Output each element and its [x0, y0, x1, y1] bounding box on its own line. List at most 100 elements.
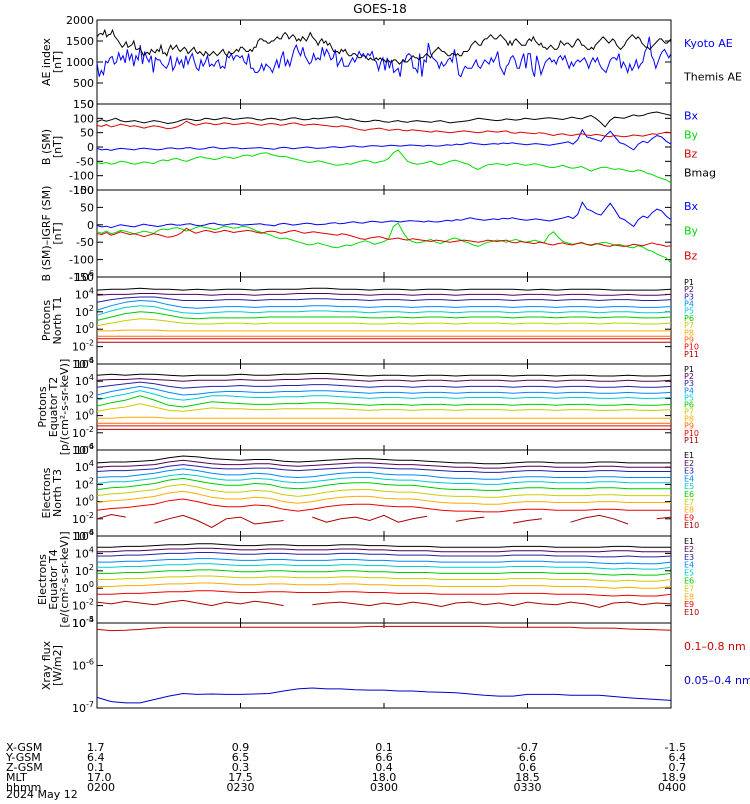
legend-label: E1 — [684, 537, 694, 546]
y-axis-title: Equator T4 — [47, 549, 60, 609]
ephemeris-row-label: Y-GSM — [5, 751, 41, 764]
y-tick-label: 104 — [75, 286, 94, 301]
legend-label: Kyoto AE — [684, 37, 733, 50]
ephemeris-value: 18.5 — [515, 771, 540, 784]
ephemeris-value: 0.1 — [87, 761, 105, 774]
y-tick-label: 10-4 — [72, 528, 94, 543]
series-line-e7 — [96, 483, 671, 498]
ephemeris-row-label: hhmm — [6, 781, 41, 794]
legend-label: P1 — [684, 365, 694, 374]
y-axis-title: Electrons — [36, 554, 49, 605]
ephemeris-value: 0.7 — [669, 761, 687, 774]
ephemeris-value: 0400 — [658, 781, 686, 794]
y-tick-label: 100 — [75, 494, 94, 509]
series-line-e8 — [97, 582, 672, 589]
legend-label: P2 — [684, 372, 694, 381]
legend-label: E9 — [684, 513, 694, 522]
legend-label: Bx — [684, 109, 699, 122]
series-line-e9 — [97, 590, 672, 597]
series-line-p8 — [97, 329, 671, 332]
legend-label: P6 — [684, 400, 694, 409]
y-tick-label: 2000 — [66, 14, 94, 27]
series-line-e5 — [97, 563, 672, 570]
y-tick-label: 104 — [75, 373, 94, 388]
series-line-p4 — [96, 299, 672, 311]
legend-label: P5 — [684, 307, 694, 316]
y-tick-label: 10-4 — [72, 356, 94, 371]
ephemeris-value: 0300 — [370, 781, 398, 794]
y-tick-label: 10-2 — [72, 598, 94, 613]
legend-label: E3 — [684, 467, 694, 476]
panel-8: 10-7 10-6 10-5 Xray flux[W/m2] 0.1–0.8 nm 0.0… — [40, 615, 750, 715]
legend-label: P5 — [684, 393, 694, 402]
y-tick-label: 10-4 — [72, 615, 94, 630]
legend-label: P7 — [684, 321, 694, 330]
y-tick-label: 0 — [87, 98, 94, 111]
y-tick-label: 10-5 — [72, 615, 94, 630]
legend-label: P3 — [684, 379, 694, 388]
ephemeris-value: 1.7 — [87, 741, 105, 754]
legend-label: E5 — [684, 482, 694, 491]
ephemeris-table: X-GSMY-GSMZ-GSMMLThhmm1.76.40.117.002000… — [5, 741, 686, 794]
legend-label: By — [684, 128, 699, 141]
y-tick-label: 500 — [73, 77, 94, 90]
series-line-p2 — [96, 293, 672, 296]
ephemeris-value: 0200 — [87, 781, 115, 794]
legend-label: Bz — [684, 148, 698, 161]
series-line-p1 — [96, 373, 672, 377]
series-line-p1 — [96, 287, 672, 291]
y-tick-label: 10-2 — [72, 425, 94, 440]
series-line-e10 — [96, 599, 672, 608]
y-tick-label: -150 — [69, 184, 94, 197]
legend-label: E4 — [684, 561, 694, 570]
series-line-e3 — [96, 464, 671, 473]
y-tick-label: 100 — [73, 184, 94, 197]
panel-3: -150 -100 -50 0 50 100 B (SM)–IGRF (SM)[nT] Bx B… — [40, 184, 699, 284]
y-tick-label: 10-2 — [72, 339, 94, 354]
series-line-bx — [96, 201, 672, 229]
series-line-bx — [96, 128, 672, 151]
legend-label: P4 — [684, 300, 694, 309]
series-line-kyoto-ae — [96, 36, 672, 78]
legend-label: Bx — [684, 200, 699, 213]
y-axis-title: Protons — [40, 300, 53, 341]
legend-label: P10 — [684, 429, 699, 438]
y-tick-label: 10-7 — [72, 700, 94, 715]
legend-label: E1 — [684, 451, 694, 460]
legend-label: 0.05–0.4 nm — [684, 674, 750, 687]
series-line-0-05-0-4-nm — [96, 687, 672, 704]
series-line-bz — [96, 120, 672, 138]
ephemeris-value: 0.1 — [375, 741, 393, 754]
ephemeris-value: 0.3 — [232, 761, 250, 774]
ephemeris-value: -0.7 — [517, 741, 538, 754]
series-line-themis-ae — [96, 28, 672, 65]
panel-1: 0 500 1000 1500 2000 AE index[nT] Kyoto AE Them… — [40, 14, 742, 111]
date-label: 2024 May 12 — [6, 788, 78, 800]
legend-label: P7 — [684, 408, 694, 417]
ephemeris-value: 6.6 — [519, 751, 537, 764]
y-tick-label: -50 — [76, 155, 94, 168]
y-tick-label: 106 — [75, 269, 94, 284]
legend-label: P3 — [684, 292, 694, 301]
ephemeris-value: 17.0 — [87, 771, 112, 784]
legend-label: E7 — [684, 584, 694, 593]
y-axis-title: [nT] — [51, 51, 64, 73]
legend-label: E2 — [684, 545, 694, 554]
y-axis-title: Xray flux — [40, 640, 53, 690]
series-line-p7 — [96, 318, 672, 327]
y-tick-label: 106 — [75, 356, 94, 371]
y-tick-label: -50 — [76, 236, 94, 249]
y-tick-label: 102 — [75, 390, 94, 405]
series-line-e7 — [97, 575, 672, 582]
ephemeris-row-label: X-GSM — [6, 741, 42, 754]
series-line-p8 — [97, 416, 671, 419]
series-line-p6 — [96, 311, 672, 321]
y-tick-label: 100 — [75, 408, 94, 423]
y-tick-label: 100 — [73, 112, 94, 125]
